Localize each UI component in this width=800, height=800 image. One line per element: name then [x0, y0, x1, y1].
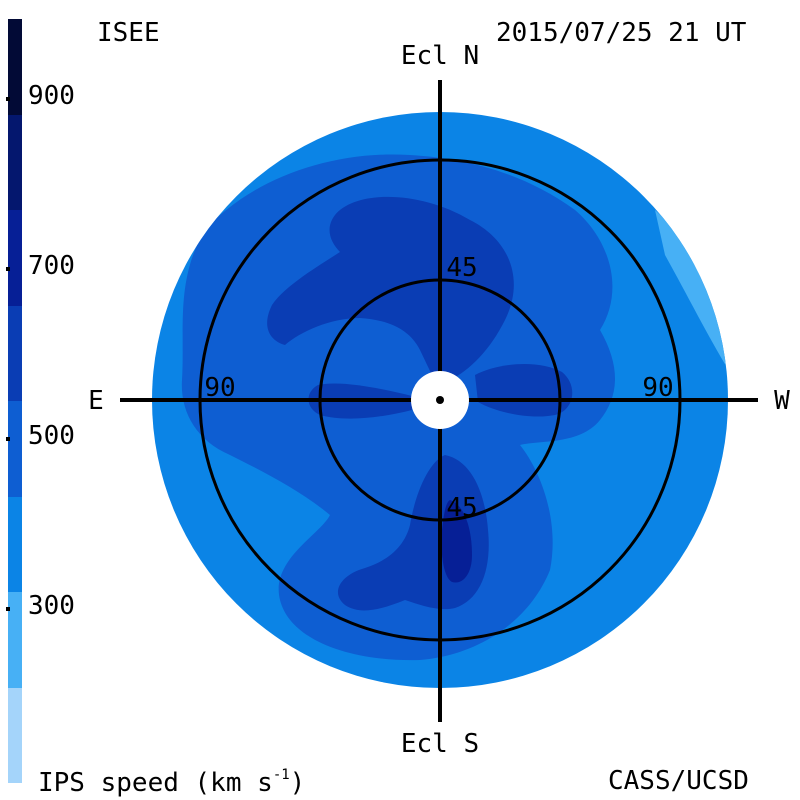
- ring-label-outer-west: 90: [642, 373, 673, 403]
- direction-label-north: Ecl N: [401, 41, 479, 71]
- colorbar-tick-label-900: 900: [28, 81, 75, 111]
- timestamp-label: 2015/07/25 21 UT: [496, 18, 747, 48]
- quantity-label-close: ): [289, 768, 306, 798]
- org-label: ISEE: [97, 18, 160, 48]
- colorbar-band-900-1000: [8, 19, 22, 115]
- colorbar-tick-mark-900: [6, 97, 10, 101]
- high-speed-region-east: [475, 364, 573, 417]
- colorbar-tick-mark-500: [6, 437, 10, 441]
- speed-colorbar: [8, 19, 22, 783]
- colorbar-band-500-600: [8, 401, 22, 497]
- colorbar-band-700-800: [8, 210, 22, 306]
- quantity-units-label: IPS speed (km s-1): [38, 768, 305, 796]
- quantity-exponent: -1: [272, 767, 290, 783]
- sun-center-dot: [436, 396, 444, 404]
- colorbar-band-200-300: [8, 687, 22, 783]
- colorbar-band-800-900: [8, 114, 22, 210]
- colorbar-band-300-400: [8, 592, 22, 688]
- ring-label-inner-south: 45: [446, 493, 477, 523]
- high-speed-region-north: [267, 196, 514, 392]
- low-speed-region: [655, 210, 728, 380]
- colorbar-tick-mark-300: [6, 607, 10, 611]
- colorbar-tick-label-300: 300: [28, 591, 75, 621]
- credit-label: CASS/UCSD: [608, 766, 749, 796]
- colorbar-tick-mark-700: [6, 267, 10, 271]
- colorbar-tick-label-500: 500: [28, 421, 75, 451]
- direction-label-west: W: [774, 386, 790, 416]
- colorbar-band-600-700: [8, 305, 22, 401]
- ring-label-outer-east: 90: [204, 373, 235, 403]
- colorbar-tick-label-700: 700: [28, 251, 75, 281]
- direction-label-east: E: [88, 386, 104, 416]
- colorbar-band-400-500: [8, 496, 22, 592]
- ring-label-inner-north: 45: [446, 253, 477, 283]
- direction-label-south: Ecl S: [401, 729, 479, 759]
- quantity-label-text: IPS speed (km s: [38, 768, 273, 798]
